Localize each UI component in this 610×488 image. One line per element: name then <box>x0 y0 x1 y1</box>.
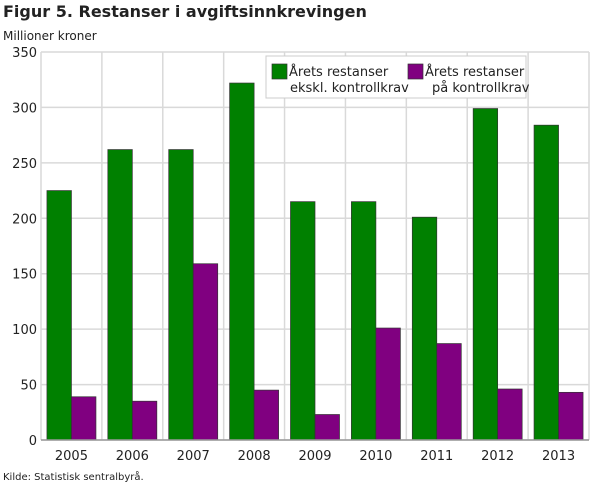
x-tick-label: 2013 <box>542 449 575 464</box>
x-tick-label: 2007 <box>177 449 210 464</box>
source-note: Kilde: Statistisk sentralbyrå. <box>3 472 144 483</box>
y-tick-label: 250 <box>12 157 37 172</box>
legend-label: Årets restanser <box>289 64 389 80</box>
bar-kontrollkrav-2005 <box>71 396 97 441</box>
bar-kontrollkrav-2007 <box>192 263 219 441</box>
bar-ekskl-2010 <box>351 201 377 441</box>
x-tick-label: 2009 <box>298 449 331 464</box>
bar-ekskl-2011 <box>411 216 438 441</box>
y-axis-label: Millioner kroner <box>3 29 97 43</box>
bar-kontrollkrav-2008 <box>253 389 279 441</box>
y-tick-label: 50 <box>20 379 37 394</box>
bar-ekskl-2007 <box>168 149 194 441</box>
bar-kontrollkrav-2012 <box>497 388 523 441</box>
bar-ekskl-2006 <box>107 149 133 441</box>
y-tick-label: 350 <box>12 46 37 61</box>
legend-label: Årets restanser <box>425 64 525 80</box>
y-tick-label: 0 <box>29 434 37 449</box>
y-tick-label: 150 <box>12 268 37 283</box>
legend-box <box>265 55 527 99</box>
bar-ekskl-2013 <box>533 124 559 441</box>
bar-ekskl-2012 <box>472 108 499 441</box>
bar-kontrollkrav-2009 <box>314 414 340 441</box>
y-tick-label: 200 <box>12 212 37 227</box>
legend-swatch <box>407 63 424 80</box>
bar-kontrollkrav-2013 <box>558 391 584 441</box>
x-tick-label: 2011 <box>420 449 453 464</box>
x-tick-label: 2010 <box>359 449 392 464</box>
bar-kontrollkrav-2011 <box>436 343 462 441</box>
bar-ekskl-2008 <box>229 82 255 441</box>
bar-kontrollkrav-2006 <box>131 400 158 441</box>
bar-kontrollkrav-2010 <box>375 327 401 441</box>
y-tick-label: 300 <box>12 101 37 116</box>
chart-title: Figur 5. Restanser i avgiftsinnkrevingen <box>3 2 367 21</box>
legend-label: på kontrollkrav <box>432 81 530 96</box>
legend-swatch <box>271 63 288 80</box>
legend-label: ekskl. kontrollkrav <box>290 81 409 96</box>
x-tick-label: 2012 <box>481 449 514 464</box>
bar-ekskl-2005 <box>46 190 72 441</box>
x-tick-label: 2008 <box>238 449 271 464</box>
y-tick-label: 100 <box>12 323 37 338</box>
bar-ekskl-2009 <box>290 201 316 441</box>
x-tick-label: 2005 <box>55 449 88 464</box>
x-tick-label: 2006 <box>116 449 149 464</box>
